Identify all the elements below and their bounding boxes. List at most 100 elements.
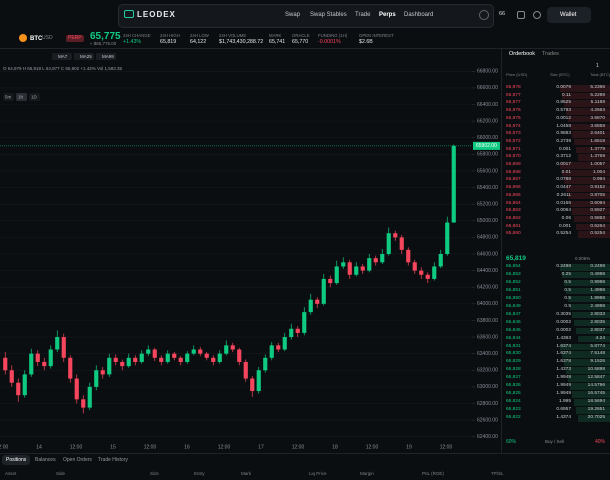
order-price[interactable]: 65,877 [506,92,521,98]
candle-body [321,278,326,304]
order-price[interactable]: 65,849 [506,303,521,309]
candle-body [302,312,307,333]
order-price[interactable]: 65,877 [506,100,521,106]
depth-bar [570,200,610,207]
order-price[interactable]: 65,829 [506,359,521,365]
stat-value: 65,770 [292,39,309,45]
x-tick-label: 12:00 [0,444,8,450]
candle-body [380,254,385,263]
nav-link[interactable]: Swap [285,12,301,18]
mid-price: 65,819 [506,255,526,262]
nav-link[interactable]: Dashboard [404,12,434,18]
order-price[interactable]: 65,824 [506,399,521,405]
order-price[interactable]: 65,862 [506,215,521,221]
order-price[interactable]: 65,861 [506,223,521,229]
order-price[interactable]: 65,852 [506,279,521,285]
candle-body [55,337,60,350]
order-price[interactable]: 65,847 [506,311,521,317]
indicator-label: MA25 [80,54,92,59]
order-price[interactable]: 65,869 [506,162,521,167]
orderbook-tab[interactable]: Trades [542,51,559,57]
order-price[interactable]: 65,878 [506,85,521,90]
order-price[interactable]: 65,870 [506,154,521,160]
candle-body [159,357,164,362]
x-tick-label: 15 [110,444,116,450]
x-tick-label: 14 [36,444,42,450]
grouping-select[interactable]: 1 [596,63,599,69]
orderbook-tab[interactable]: Orderbook [509,51,535,57]
x-tick-label: 16 [184,444,190,450]
order-price[interactable]: 65,831 [506,343,521,349]
chart-panel [0,49,502,453]
buy-ratio: 60% [506,439,517,445]
stat-value: 64,122 [190,39,207,45]
nav-link[interactable]: Perps [379,12,396,18]
sell-ratio: 40% [595,439,606,445]
order-price[interactable]: 65,826 [506,383,521,389]
order-price[interactable]: 65,860 [506,231,521,237]
positions-tab[interactable]: Balances [35,457,56,463]
depth-bar [562,169,610,177]
order-price[interactable]: 65,822 [506,415,521,421]
order-price[interactable]: 65,825 [506,391,521,397]
y-tick-label: 63600.00 [477,334,498,340]
candle-body [165,353,170,362]
x-tick-label: 12:00 [144,444,157,450]
wallet-label[interactable]: Wallet [560,12,577,18]
depth-bar [578,154,610,161]
candle-body [289,328,294,338]
globe-icon[interactable] [533,11,541,19]
candle-body [81,399,86,408]
order-price[interactable]: 65,866 [506,185,521,191]
order-price[interactable]: 65,845 [506,327,521,333]
candle-body [445,222,450,254]
nav-link[interactable]: Swap Stables [310,12,347,18]
order-price[interactable]: 65,873 [506,131,521,137]
mid-change: 0.006% [575,256,591,261]
y-tick-label: 65000.00 [477,218,498,224]
positions-tab[interactable]: Positions [6,457,27,463]
order-price[interactable]: 65,865 [506,192,521,198]
positions-header: Asset [5,471,17,476]
order-price[interactable]: 65,827 [506,375,521,381]
order-price[interactable]: 65,864 [506,200,521,206]
candle-body [250,378,255,392]
interval-button [16,93,27,101]
order-price[interactable]: 65,851 [506,287,521,293]
order-price[interactable]: 65,867 [506,177,521,183]
positions-tab[interactable]: Open Orders [63,457,92,463]
depth-bar [566,185,610,192]
order-price[interactable]: 65,868 [506,169,521,175]
settings-icon[interactable] [517,11,525,19]
positions-tab[interactable]: Trade History [98,457,128,463]
perp-tag-label: PERP [68,35,82,41]
notification-icon[interactable] [479,10,489,20]
depth-bar [562,271,610,279]
positions-tab-active[interactable] [2,455,30,465]
candle-body [341,262,346,267]
order-price[interactable]: 65,863 [506,208,521,214]
order-price[interactable]: 65,872 [506,138,521,144]
order-price[interactable]: 65,874 [506,123,521,129]
order-price[interactable]: 65,850 [506,295,521,301]
order-price[interactable]: 65,846 [506,319,521,325]
wallet-button[interactable] [547,7,591,23]
order-price[interactable]: 65,854 [506,264,521,269]
stat-label: 24H VOLUME [219,33,247,38]
order-price[interactable]: 65,871 [506,146,521,152]
order-price[interactable]: 65,828 [506,367,521,373]
order-price[interactable]: 65,875 [506,115,521,121]
last-price: 65,775 [90,31,121,42]
order-price[interactable]: 65,853 [506,271,521,277]
candle-body [328,278,333,284]
order-price[interactable]: 65,876 [506,108,521,114]
positions-header: TP/SL [491,471,504,476]
nav-link[interactable]: Trade [355,12,371,18]
logo-mark [124,10,134,18]
order-price[interactable]: 65,844 [506,335,521,341]
order-price[interactable]: 65,830 [506,351,521,357]
candle-body [48,349,53,367]
account-badge[interactable]: 66 [499,11,506,17]
last-price-usd: ≈ $65,775.00 [90,41,117,46]
order-price[interactable]: 65,823 [506,407,521,413]
